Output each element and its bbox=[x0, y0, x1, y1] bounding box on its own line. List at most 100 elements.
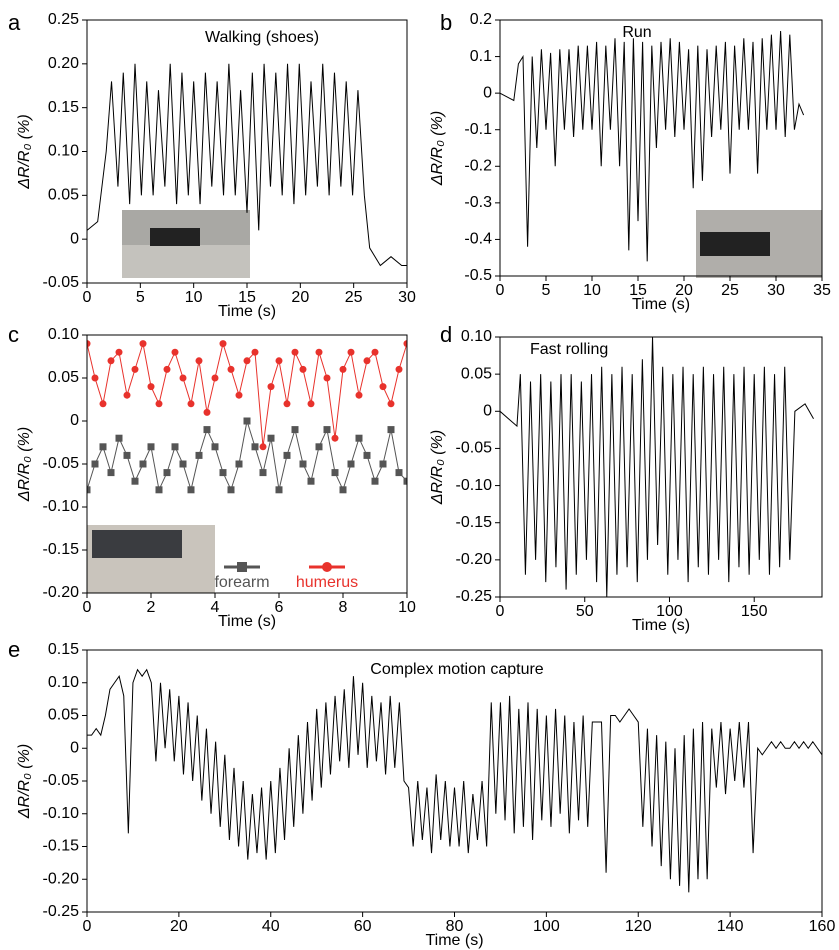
x-tick-label: 0 bbox=[83, 599, 92, 616]
y-tick-label: -0.5 bbox=[464, 267, 492, 284]
marker bbox=[131, 365, 139, 373]
y-axis-label: ΔR/R₀ (%) bbox=[16, 744, 33, 819]
x-tick-label: 50 bbox=[576, 603, 594, 620]
marker bbox=[275, 486, 283, 494]
y-tick-label: -0.25 bbox=[456, 588, 493, 605]
marker bbox=[363, 357, 371, 365]
x-tick-label: 15 bbox=[238, 289, 256, 306]
y-tick-label: 0.10 bbox=[461, 328, 492, 345]
x-tick-label: 150 bbox=[741, 603, 768, 620]
plot-area bbox=[87, 668, 822, 893]
y-tick-label: 0.20 bbox=[48, 55, 79, 72]
marker bbox=[363, 451, 371, 459]
x-tick-label: 5 bbox=[542, 282, 551, 299]
x-tick-label: 160 bbox=[809, 918, 836, 935]
x-tick-label: 30 bbox=[398, 289, 416, 306]
marker bbox=[387, 426, 395, 434]
marker bbox=[123, 391, 131, 399]
marker bbox=[91, 460, 99, 468]
marker bbox=[243, 417, 251, 425]
x-tick-label: 140 bbox=[717, 918, 744, 935]
marker bbox=[275, 357, 283, 365]
x-tick-label: 100 bbox=[656, 603, 683, 620]
marker bbox=[243, 357, 251, 365]
marker bbox=[315, 348, 323, 356]
marker bbox=[179, 460, 187, 468]
y-tick-label: 0 bbox=[70, 739, 79, 756]
x-tick-label: 10 bbox=[583, 282, 601, 299]
marker bbox=[139, 340, 147, 348]
y-tick-label: -0.2 bbox=[464, 158, 492, 175]
y-tick-label: -0.20 bbox=[43, 584, 80, 601]
marker bbox=[91, 374, 99, 382]
marker bbox=[387, 400, 395, 408]
panel-label: c bbox=[8, 322, 19, 347]
x-tick-label: 8 bbox=[339, 599, 348, 616]
marker bbox=[291, 348, 299, 356]
x-tick-label: 20 bbox=[170, 918, 188, 935]
marker bbox=[179, 374, 187, 382]
plot-area bbox=[500, 30, 805, 262]
y-tick-label: 0 bbox=[70, 230, 79, 247]
marker bbox=[251, 443, 259, 451]
marker bbox=[347, 348, 355, 356]
marker bbox=[371, 348, 379, 356]
x-tick-label: 10 bbox=[185, 289, 203, 306]
legend-label: humerus bbox=[296, 574, 358, 591]
marker bbox=[123, 451, 131, 459]
y-tick-label: 0.2 bbox=[470, 11, 492, 28]
marker bbox=[403, 477, 407, 485]
y-tick-label: 0.10 bbox=[48, 326, 79, 343]
y-tick-label: 0.10 bbox=[48, 674, 79, 691]
y-tick-label: -0.05 bbox=[43, 772, 80, 789]
marker bbox=[147, 383, 155, 391]
panel-label: b bbox=[440, 10, 452, 35]
photo-shoe bbox=[150, 228, 200, 246]
y-tick-label: -0.10 bbox=[456, 477, 493, 494]
y-tick-label: -0.20 bbox=[456, 551, 493, 568]
marker bbox=[395, 469, 403, 477]
marker bbox=[347, 460, 355, 468]
x-tick-label: 100 bbox=[533, 918, 560, 935]
x-tick-label: 25 bbox=[721, 282, 739, 299]
y-tick-label: 0.05 bbox=[461, 365, 492, 382]
marker bbox=[259, 443, 267, 451]
axes-frame bbox=[86, 334, 408, 594]
y-tick-label: -0.4 bbox=[464, 231, 492, 248]
x-tick-label: 5 bbox=[136, 289, 145, 306]
marker bbox=[379, 460, 387, 468]
marker bbox=[251, 348, 259, 356]
x-tick-label: 15 bbox=[629, 282, 647, 299]
x-tick-label: 60 bbox=[354, 918, 372, 935]
y-tick-label: -0.15 bbox=[43, 838, 80, 855]
marker bbox=[131, 477, 139, 485]
axes-frame bbox=[86, 649, 823, 913]
marker bbox=[331, 434, 339, 442]
marker bbox=[283, 451, 291, 459]
y-axis-label: ΔR/R₀ (%) bbox=[429, 430, 446, 505]
legend-marker bbox=[322, 562, 332, 572]
marker bbox=[195, 357, 203, 365]
x-tick-label: 0 bbox=[83, 289, 92, 306]
y-tick-label: 0.05 bbox=[48, 369, 79, 386]
y-tick-label: -0.3 bbox=[464, 194, 492, 211]
marker bbox=[355, 391, 363, 399]
marker bbox=[267, 434, 275, 442]
panel-title: Walking (shoes) bbox=[205, 29, 319, 46]
photo-leg bbox=[700, 232, 770, 256]
marker bbox=[99, 400, 107, 408]
marker bbox=[395, 365, 403, 373]
marker bbox=[163, 469, 171, 477]
panel-label: a bbox=[8, 10, 21, 35]
marker bbox=[203, 426, 211, 434]
x-tick-label: 30 bbox=[767, 282, 785, 299]
plot-area bbox=[87, 340, 407, 494]
x-tick-label: 0 bbox=[496, 603, 505, 620]
marker bbox=[267, 383, 275, 391]
x-axis-label: Time (s) bbox=[632, 617, 690, 634]
marker bbox=[227, 365, 235, 373]
y-tick-label: 0.05 bbox=[48, 707, 79, 724]
x-axis-label: Time (s) bbox=[632, 296, 690, 313]
y-axis-label: ΔR/R₀ (%) bbox=[16, 114, 33, 189]
